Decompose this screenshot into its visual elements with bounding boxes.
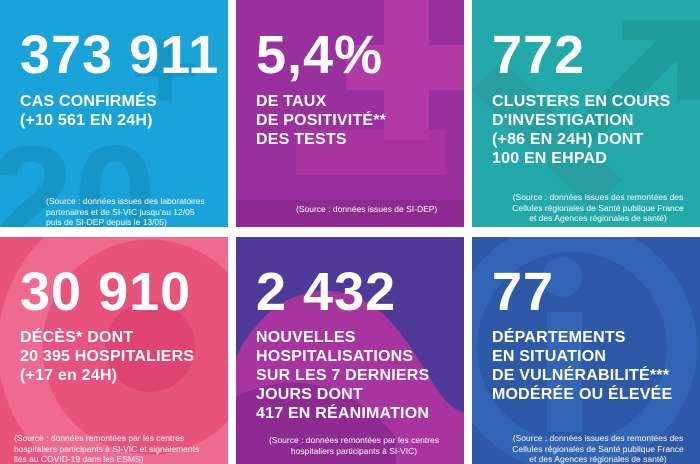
tile-clusters: 772 CLUSTERS EN COURS D'INVESTIGATION (+… bbox=[472, 0, 700, 227]
deaths-source: (Source : données remontées par les cent… bbox=[14, 433, 200, 464]
departments-label: DÉPARTEMENTS EN SITUATION DE VULNÉRABILI… bbox=[492, 329, 673, 403]
svg-text:+: + bbox=[130, 2, 200, 136]
deaths-label: DÉCÈS* DONT 20 395 HOSPITALIERS (+17 en … bbox=[20, 329, 195, 384]
background-numerals-decoration: 20 + bbox=[0, 2, 200, 227]
arrow-decoration bbox=[472, 20, 700, 210]
tile-positivity-rate: 5,4% DE TAUX DE POSITIVITÉ** DES TESTS (… bbox=[236, 0, 464, 227]
positivity-rate-number: 5,4% bbox=[256, 25, 384, 85]
hospitalisations-label: NOUVELLES HOSPITALISATIONS SUR LES 7 DER… bbox=[256, 329, 430, 422]
clusters-source: (Source : données issues des remontées d… bbox=[512, 192, 684, 223]
departments-number: 77 bbox=[492, 262, 555, 322]
tile-vulnerable-departments: 77 DÉPARTEMENTS EN SITUATION DE VULNÉRAB… bbox=[472, 237, 700, 464]
tile-deaths: 30 910 DÉCÈS* DONT 20 395 HOSPITALIERS (… bbox=[0, 237, 228, 464]
deaths-number: 30 910 bbox=[20, 262, 192, 322]
plus-minus-decoration bbox=[236, 0, 464, 227]
tile-hospitalisations: 2 432 NOUVELLES HOSPITALISATIONS SUR LES… bbox=[236, 237, 464, 464]
clusters-label: CLUSTERS EN COURS D'INVESTIGATION (+86 E… bbox=[492, 93, 671, 167]
clusters-number: 772 bbox=[492, 25, 586, 85]
positivity-rate-source: (Source : données issues de SI-DEP) bbox=[296, 204, 438, 214]
svg-text:20: 20 bbox=[0, 114, 157, 227]
departments-source: (Source : données issues des remontées d… bbox=[512, 433, 684, 464]
positivity-rate-label: DE TAUX DE POSITIVITÉ** DES TESTS bbox=[256, 93, 387, 148]
hospitalisations-source: (Source : données remontées par les cent… bbox=[268, 435, 440, 456]
target-circle-decoration bbox=[0, 237, 228, 464]
confirmed-cases-source: (Source : données issues des laboratoire… bbox=[46, 196, 205, 227]
wave-shape-decoration bbox=[236, 290, 464, 464]
info-circle-decoration bbox=[472, 237, 697, 464]
confirmed-cases-label: CAS CONFIRMÉS (+10 561 EN 24H) bbox=[20, 93, 157, 129]
hospitalisations-number: 2 432 bbox=[256, 262, 397, 322]
confirmed-cases-number: 373 911 bbox=[20, 25, 220, 85]
tile-confirmed-cases: 20 + 373 911 CAS CONFIRMÉS (+10 561 EN 2… bbox=[0, 0, 228, 227]
